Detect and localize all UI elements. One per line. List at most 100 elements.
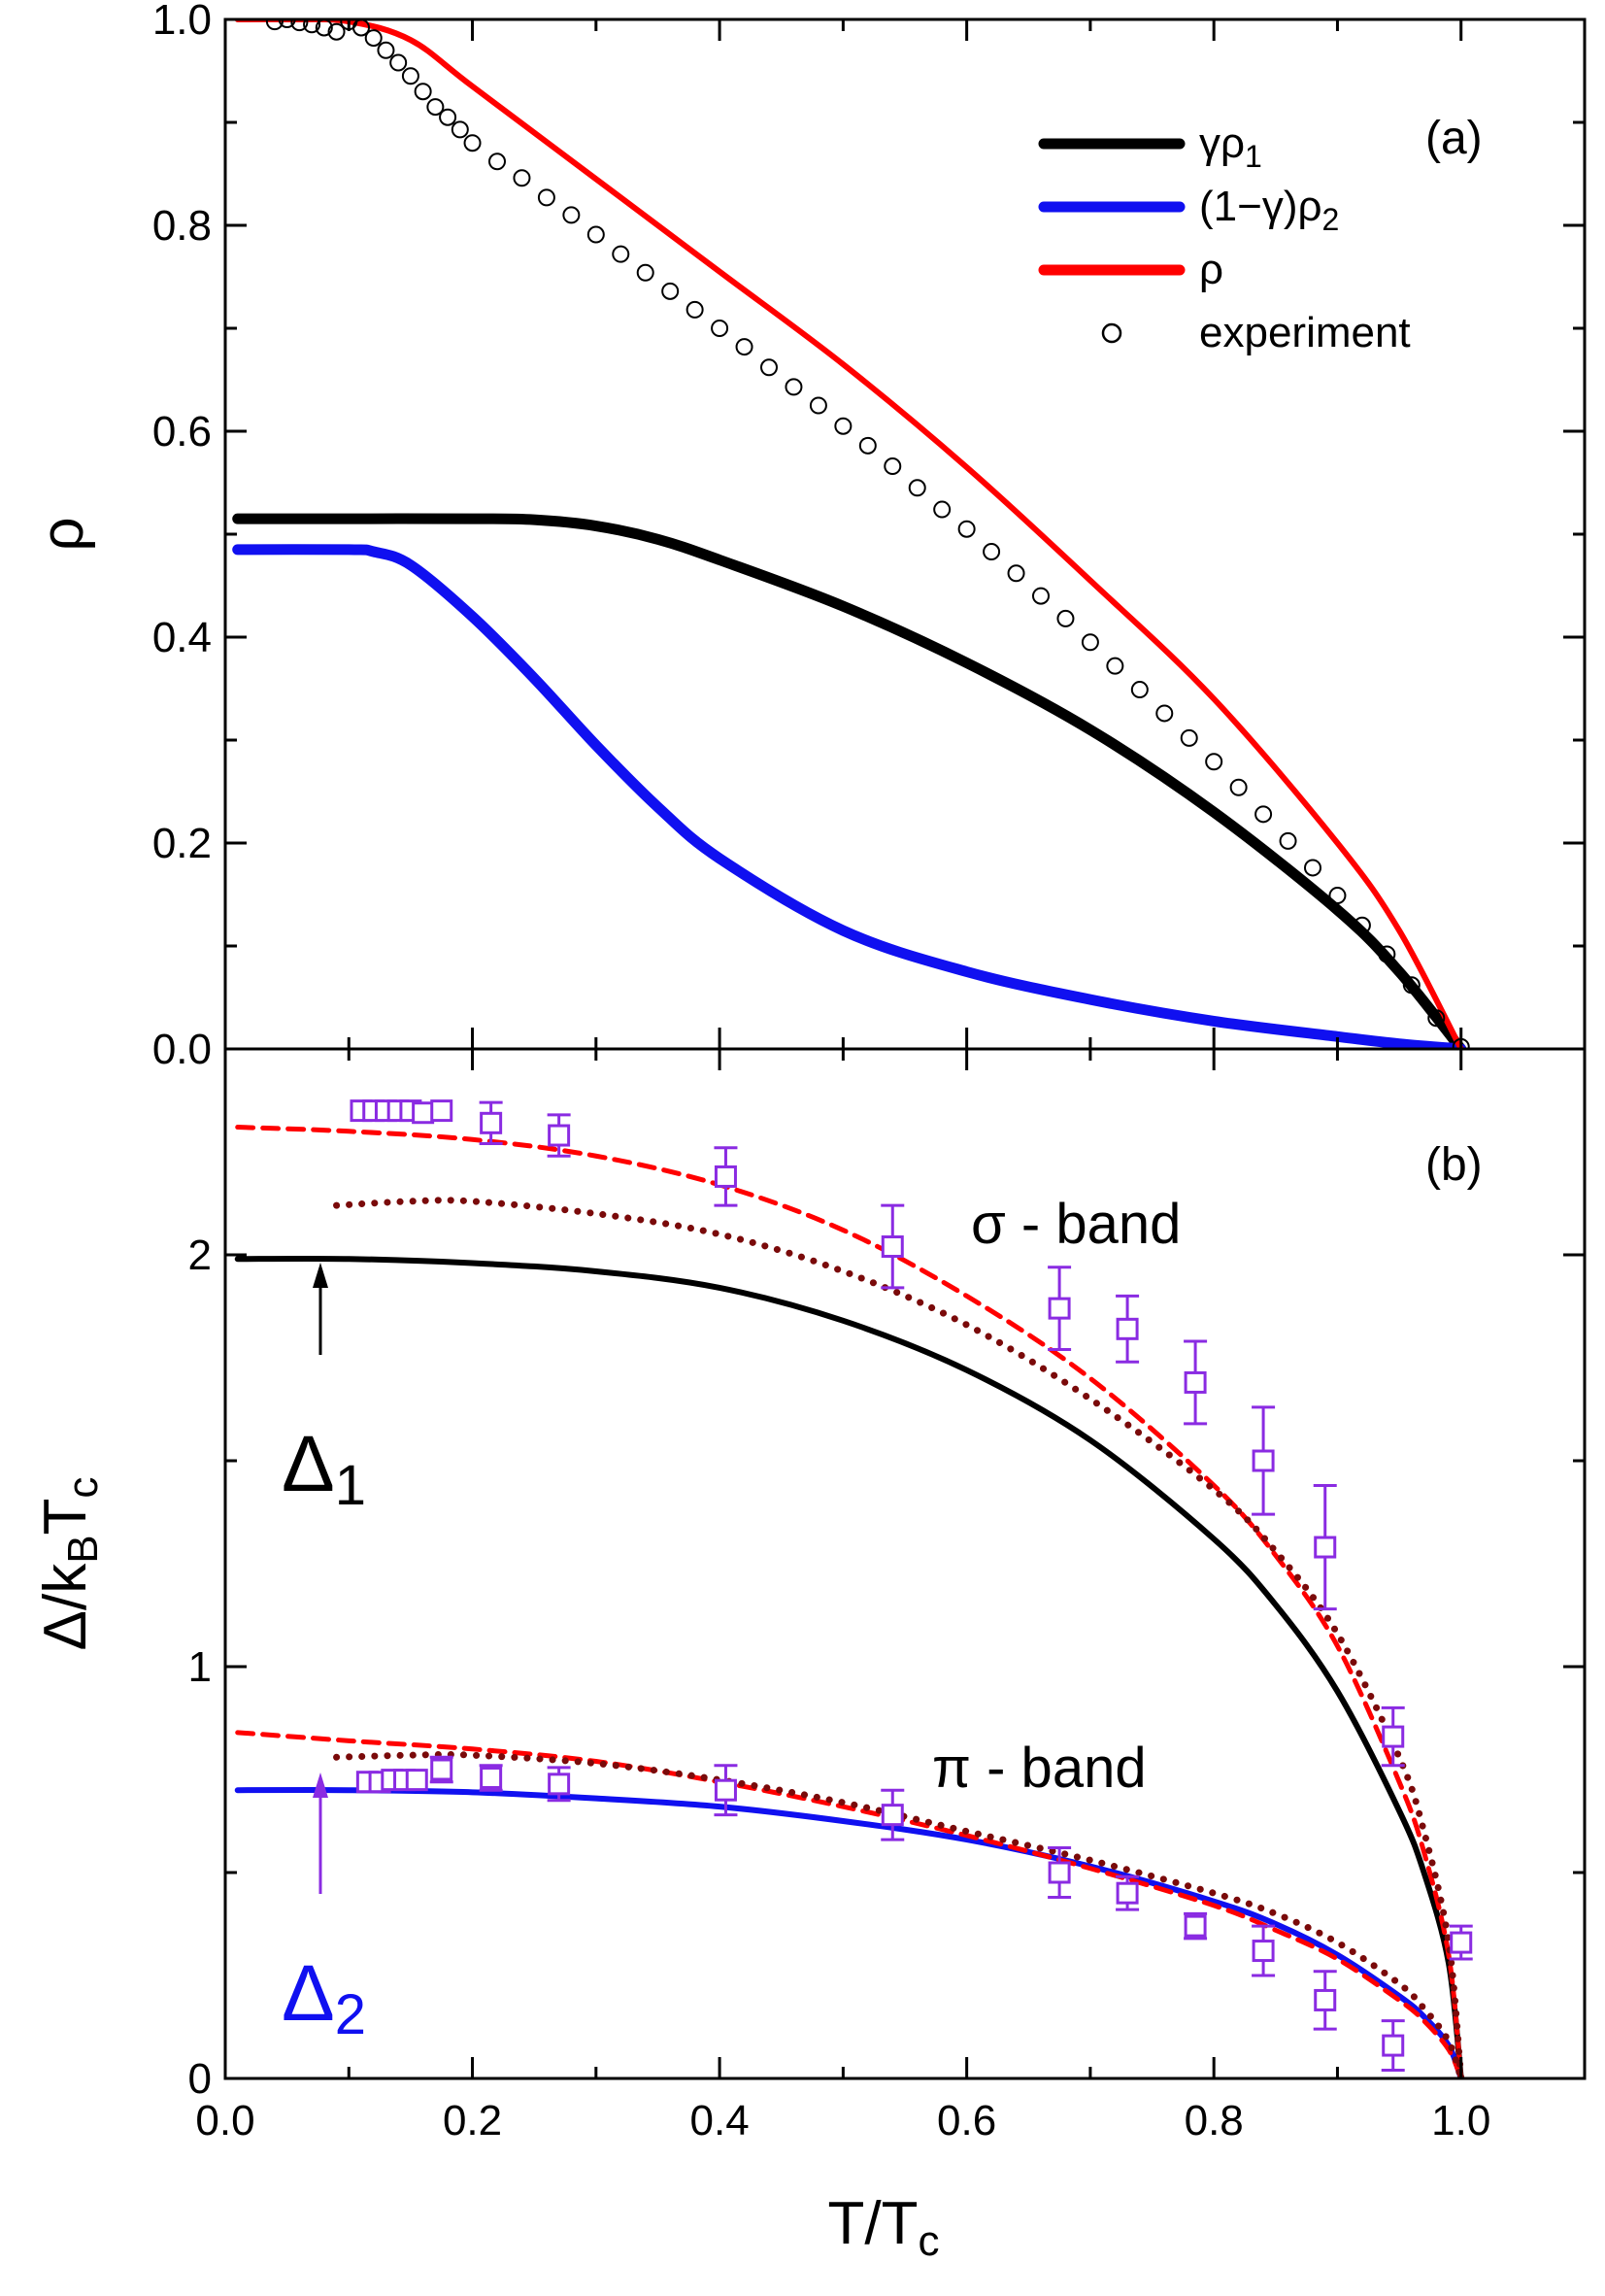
series-dashed-2 <box>235 1125 1464 2078</box>
experiment-point <box>1279 831 1297 850</box>
gap-data-point <box>430 1758 453 1781</box>
panel-a-y-axis-label: ρ <box>29 517 96 551</box>
gap-data-point <box>548 1773 571 1796</box>
experiment-point <box>1378 945 1396 963</box>
panel-b: 0 1 2 0.0 0.2 0.4 0.6 0.8 1.0 (b) σ - band π - … <box>32 1047 1587 2265</box>
gap-data-point <box>412 1101 435 1125</box>
gap-data-point <box>1184 1914 1207 1938</box>
experiment-point <box>884 457 902 476</box>
experiment-point <box>414 83 432 101</box>
gap-data-point <box>1382 1725 1405 1748</box>
experiment-point <box>1155 704 1174 723</box>
series-dotted-5 <box>333 1750 1465 2078</box>
series-s-2 <box>234 19 1464 1049</box>
delta1-symbol: Δ <box>282 1420 335 1508</box>
delta2-arrow-head <box>313 1773 328 1798</box>
experiment-point <box>785 378 803 396</box>
delta2-subscript: 2 <box>335 1983 366 2046</box>
legend-label: experiment <box>1199 309 1411 356</box>
gap-data-point <box>1116 1317 1139 1340</box>
delta1-subscript: 1 <box>335 1454 366 1517</box>
experiment-point <box>1254 805 1273 824</box>
panel-a-frame <box>223 17 1587 1051</box>
legend-label: ρ <box>1199 246 1223 293</box>
gap-data-point <box>1252 1940 1275 1963</box>
experiment-point <box>1032 587 1050 605</box>
series-1-2-1 <box>232 544 1467 1049</box>
y-tick-label: 0.8 <box>152 202 212 250</box>
panel-b-x-ticks: 0.0 0.2 0.4 0.6 0.8 1.0 <box>195 1049 1587 2144</box>
plot-area <box>234 1099 1473 2078</box>
experiment-point <box>439 108 457 126</box>
y-tick-label: 0.4 <box>152 614 212 661</box>
series-dashed-3 <box>235 1730 1464 2078</box>
experiment-point <box>735 338 753 356</box>
gap-data-point <box>548 1124 571 1147</box>
experiment-point <box>1427 1009 1446 1028</box>
experiment-point <box>463 134 482 152</box>
experiment-point <box>834 417 853 435</box>
experiment-point <box>858 436 877 455</box>
panel-a-label: (a) <box>1425 113 1483 164</box>
y-tick-label: 0 <box>188 2055 212 2103</box>
y-axis-label-sub1: B <box>59 1535 107 1563</box>
experiment-point <box>377 41 395 59</box>
experiment-point <box>933 500 952 519</box>
experiment-point <box>265 19 284 31</box>
sigma-band-label: σ - band <box>971 1193 1181 1256</box>
legend-marker <box>1101 322 1122 344</box>
experiment-point <box>303 19 321 34</box>
x-axis-label-main: T/T <box>828 2190 919 2257</box>
experiment-point <box>488 152 506 171</box>
gap-data-point <box>1450 1931 1473 1954</box>
gap-data-point <box>881 1235 904 1259</box>
experiment-point <box>1304 859 1321 877</box>
experiment-point <box>612 245 630 263</box>
experiment-point <box>364 29 383 48</box>
panel-a-curves <box>232 19 1470 1049</box>
experiment-point <box>957 520 976 538</box>
experiment-point <box>1328 887 1347 905</box>
experiment-point <box>908 479 926 497</box>
y-tick-label: 1 <box>188 1643 212 1691</box>
y-tick-label: 0.0 <box>152 1026 212 1073</box>
gap-data-point <box>1314 1988 1337 2011</box>
experiment-point <box>451 120 469 139</box>
x-tick-label: 1.0 <box>1431 2097 1490 2144</box>
experiment-point <box>290 19 309 32</box>
x-tick-label: 0.4 <box>690 2097 750 2144</box>
experiment-point <box>685 300 704 319</box>
experiment-point <box>327 22 346 41</box>
panel-b-x-axis-label: T/Tc <box>828 2190 940 2265</box>
gap-data-point <box>1116 1881 1139 1905</box>
svg-text:T/Tc: T/Tc <box>828 2190 940 2265</box>
svg-text:Δ1: Δ1 <box>282 1420 366 1517</box>
panel-a: 0.0 0.2 0.4 0.6 0.8 1.0 (a) γρ1 (1−γ)ρ2 ρ experi… <box>29 0 1587 1073</box>
x-tick-label: 0.8 <box>1185 2097 1244 2144</box>
gap-data-point <box>881 1804 904 1827</box>
experiment-point <box>661 282 680 300</box>
gap-data-point <box>430 1099 453 1123</box>
experiment-point <box>983 543 1001 561</box>
gap-data-point <box>480 1111 503 1134</box>
y-tick-label: 1.0 <box>152 0 212 44</box>
panel-a-legend: γρ1 (1−γ)ρ2 ρ experiment <box>1038 119 1411 356</box>
y-axis-label-sub2: c <box>59 1477 107 1499</box>
experiment-point <box>1205 753 1223 771</box>
experiment-point <box>1056 609 1075 627</box>
series-1-0 <box>234 1255 1464 2078</box>
experiment-point <box>426 98 445 117</box>
x-tick-label: 0.0 <box>195 2097 254 2144</box>
gap-data-point <box>1184 1370 1207 1394</box>
experiment-point <box>636 263 654 282</box>
gap-data-point <box>1252 1449 1275 1472</box>
gap-data-point <box>1382 2034 1405 2057</box>
gap-data-point <box>1048 1861 1071 1884</box>
y-tick-label: 2 <box>188 1232 212 1279</box>
gap-data-point <box>405 1769 428 1792</box>
experiment-point <box>513 169 531 187</box>
experiment-point <box>1353 916 1371 934</box>
experiment-point <box>1130 681 1149 699</box>
pi-band-label: π - band <box>932 1737 1147 1800</box>
